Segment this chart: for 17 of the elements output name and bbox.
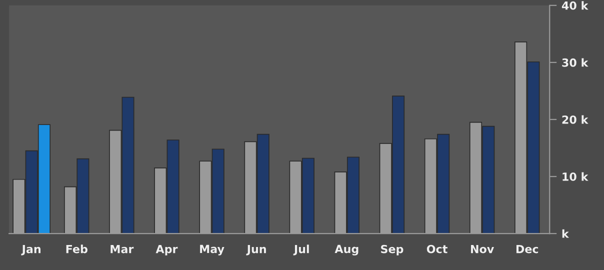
y-tick-label: k <box>562 229 570 238</box>
x-tick-label: Jul <box>293 244 309 256</box>
x-tick-label: Aug <box>334 244 358 256</box>
x-tick-label: Feb <box>66 244 88 254</box>
y-tick-label: 40 k <box>562 1 588 10</box>
x-tick-label: Mar <box>110 245 134 254</box>
x-tick-label: Jun <box>246 245 266 256</box>
x-tick-label: Sep <box>381 244 404 256</box>
y-tick-label: 30 k <box>562 58 588 67</box>
x-tick-label: Jan <box>21 245 40 256</box>
x-tick-label: Oct <box>426 244 448 254</box>
y-tick-label: 10 k <box>562 172 588 181</box>
x-tick-label: Dec <box>516 245 538 254</box>
x-tick-label: May <box>200 244 224 256</box>
y-tick-label: 20 k <box>562 115 588 124</box>
x-tick-label: Nov <box>471 245 494 254</box>
x-tick-label: Apr <box>156 245 178 256</box>
